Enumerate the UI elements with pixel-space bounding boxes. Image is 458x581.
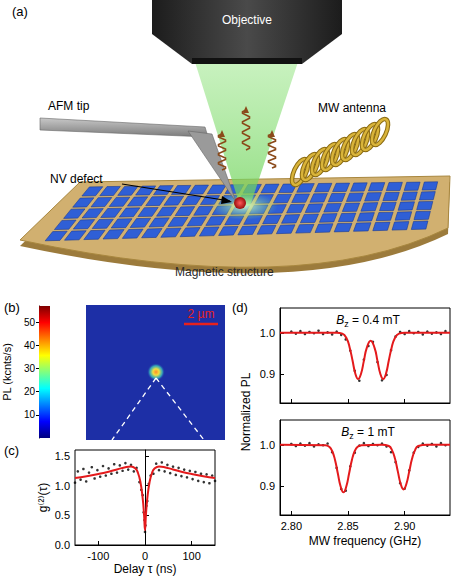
svg-text:Normalized PL: Normalized PL [239,372,253,451]
svg-text:MW frequency (GHz): MW frequency (GHz) [309,534,422,548]
svg-text:40: 40 [24,340,36,351]
svg-text:2.85: 2.85 [337,520,358,532]
svg-text:(b): (b) [4,300,20,315]
svg-text:(a): (a) [12,4,28,19]
svg-text:2.90: 2.90 [394,520,415,532]
svg-text:AFM tip: AFM tip [48,99,90,113]
svg-text:Bz = 0.4 mT: Bz = 0.4 mT [336,313,400,329]
svg-text:g⁽²⁾(τ): g⁽²⁾(τ) [36,483,50,512]
svg-text:0.9: 0.9 [260,368,275,380]
svg-text:Delay τ (ns): Delay τ (ns) [114,562,177,576]
svg-text:100: 100 [182,550,200,562]
svg-text:0: 0 [142,550,148,562]
svg-text:Bz = 1 mT: Bz = 1 mT [341,425,395,441]
svg-text:30: 30 [24,363,36,374]
svg-text:Magnetic structure: Magnetic structure [175,265,274,279]
svg-text:0.5: 0.5 [55,509,70,521]
svg-text:1.0: 1.0 [260,439,275,451]
svg-text:1.0: 1.0 [55,480,70,492]
svg-text:PL (kcnts/s): PL (kcnts/s) [1,343,13,401]
svg-text:MW antenna: MW antenna [318,101,386,115]
svg-text:0.0: 0.0 [55,539,70,551]
svg-text:(d): (d) [232,300,248,315]
svg-text:1.0: 1.0 [260,327,275,339]
svg-text:-100: -100 [87,550,109,562]
svg-text:10: 10 [24,409,36,420]
svg-text:1.5: 1.5 [55,450,70,462]
svg-text:50: 50 [24,317,36,328]
svg-text:20: 20 [24,386,36,397]
svg-text:2 µm: 2 µm [188,307,215,321]
svg-text:0.9: 0.9 [260,480,275,492]
svg-text:2.80: 2.80 [281,520,302,532]
svg-text:NV defect: NV defect [50,172,103,186]
svg-text:Objective: Objective [222,13,272,27]
svg-text:(c): (c) [4,443,19,458]
